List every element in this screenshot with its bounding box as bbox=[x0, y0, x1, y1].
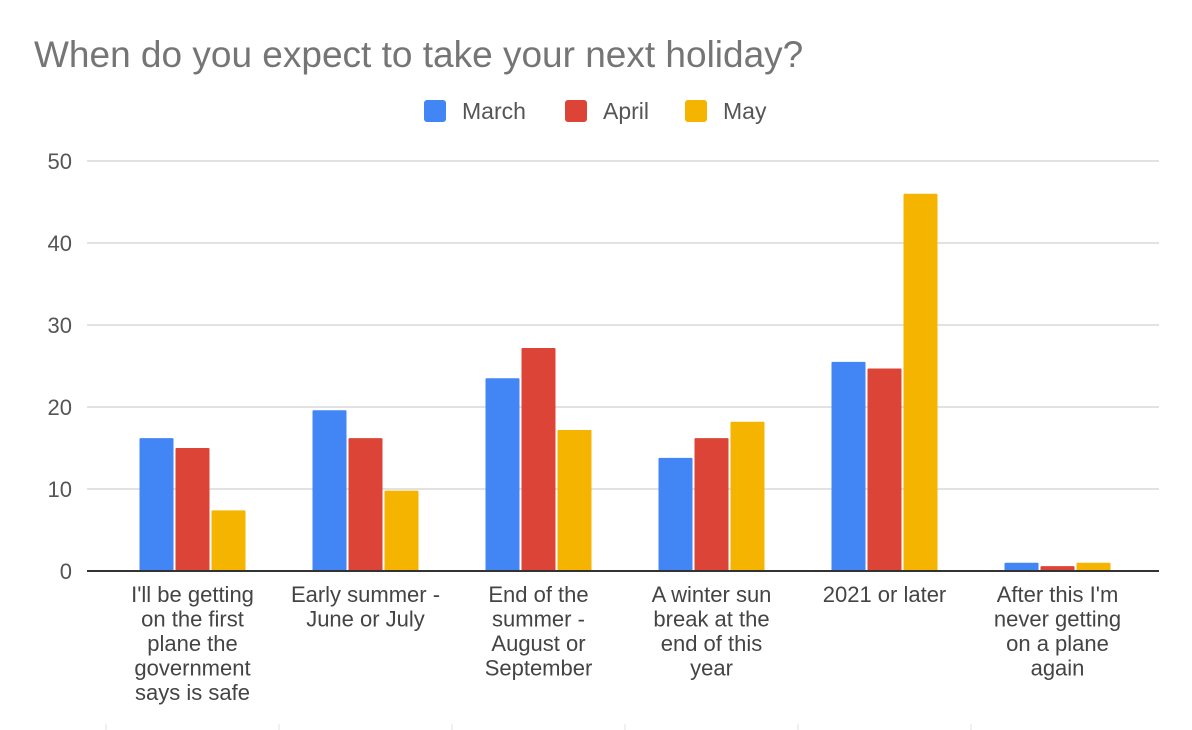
bar-march-2 bbox=[485, 378, 520, 571]
x-tick-label-line: Early summer - bbox=[291, 582, 440, 607]
gridlines bbox=[87, 160, 1159, 490]
x-tick-label: End of the summer -August or September bbox=[485, 582, 593, 681]
bar-april-3 bbox=[694, 438, 729, 571]
x-tick-label-line: After this I'm bbox=[997, 582, 1119, 607]
bar-may-2 bbox=[557, 429, 592, 571]
x-tick-label-line: September bbox=[485, 656, 593, 681]
x-tick-label-line: break at the bbox=[653, 607, 769, 632]
bar-may-4 bbox=[903, 193, 938, 572]
legend-swatch-april bbox=[565, 100, 587, 122]
bar-april-0 bbox=[175, 448, 210, 571]
x-tick-label-line: never getting bbox=[994, 607, 1121, 632]
legend-swatch-march bbox=[424, 100, 446, 122]
x-tick-label-line: end of this bbox=[661, 631, 763, 656]
y-tick-label: 10 bbox=[48, 477, 72, 502]
x-axis-ticks: I'll be getting on the first plane the gove… bbox=[105, 582, 1121, 730]
bar-may-0 bbox=[211, 510, 246, 571]
bar-april-1 bbox=[348, 438, 383, 571]
x-tick-label-line: says is safe bbox=[135, 680, 250, 705]
legend-swatch-may bbox=[685, 100, 707, 122]
bar-march-4 bbox=[831, 361, 866, 571]
x-tick-label-line: End of the bbox=[488, 582, 588, 607]
legend: March April May bbox=[424, 98, 767, 124]
bar-march-1 bbox=[312, 410, 347, 571]
bar-may-1 bbox=[384, 490, 419, 571]
chart-title: When do you expect to take your next hol… bbox=[34, 34, 803, 75]
x-tick-label-line: plane the bbox=[147, 631, 238, 656]
bars bbox=[139, 193, 1111, 572]
x-tick-label-line: I'll be getting bbox=[131, 582, 254, 607]
bar-april-5 bbox=[1040, 566, 1075, 571]
x-tick-label-line: A winter sun bbox=[652, 582, 772, 607]
bar-may-3 bbox=[730, 421, 765, 571]
bar-may-5 bbox=[1076, 562, 1111, 571]
y-tick-label: 30 bbox=[48, 313, 72, 338]
y-tick-label: 50 bbox=[48, 149, 72, 174]
y-tick-label: 0 bbox=[60, 559, 72, 584]
y-axis-ticks: 0 10 20 30 40 50 bbox=[48, 149, 72, 584]
bar-april-2 bbox=[521, 347, 556, 571]
x-tick-label-line: on the first bbox=[141, 607, 244, 632]
x-tick-label: I'll be getting on the first plane the gove… bbox=[131, 582, 254, 705]
x-tick-label-line: government bbox=[134, 656, 250, 681]
y-tick-label: 20 bbox=[48, 395, 72, 420]
y-tick-label: 40 bbox=[48, 231, 72, 256]
x-tick-label-line: year bbox=[690, 656, 733, 681]
legend-label-april: April bbox=[603, 98, 649, 124]
bar-march-5 bbox=[1004, 562, 1039, 571]
x-tick-label-line: again bbox=[1031, 656, 1085, 681]
x-tick-label: 2021 or later bbox=[823, 582, 947, 607]
legend-label-march: March bbox=[462, 98, 526, 124]
bar-april-4 bbox=[867, 368, 902, 571]
bar-march-3 bbox=[658, 457, 693, 571]
x-tick-label-line: June or July bbox=[306, 607, 425, 632]
x-tick-label: Early summer -June or July bbox=[291, 582, 440, 632]
x-tick-label-line: summer - bbox=[492, 607, 585, 632]
x-tick-label-line: on a plane bbox=[1006, 631, 1109, 656]
x-tick-label-line: August or bbox=[491, 631, 585, 656]
x-tick-label: After this I'm never getting on a plane aga… bbox=[994, 582, 1121, 681]
x-tick-label-line: 2021 or later bbox=[823, 582, 947, 607]
bar-march-0 bbox=[139, 438, 174, 571]
legend-label-may: May bbox=[723, 98, 767, 124]
x-tick-label: A winter sun break at the end of this year bbox=[652, 582, 772, 681]
